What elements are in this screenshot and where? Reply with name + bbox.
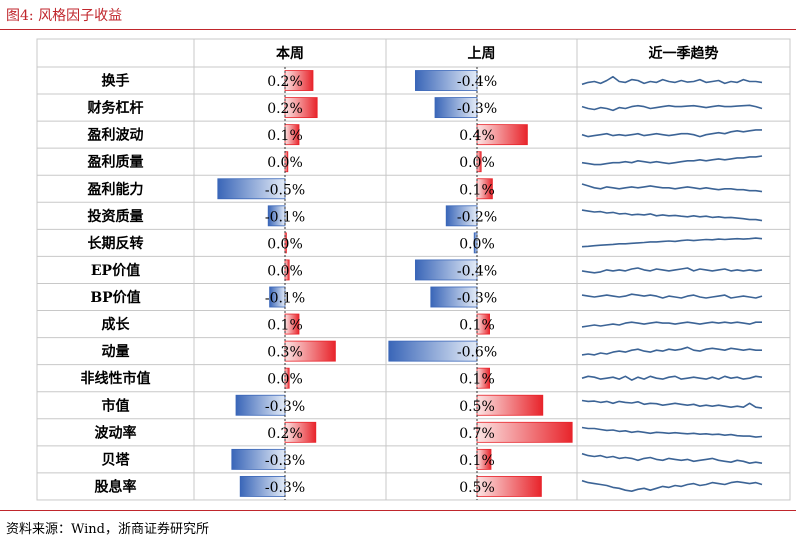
value-label-this-week: -0.3% (265, 453, 305, 469)
header-trend: 近一季趋势 (649, 45, 719, 62)
value-label-this-week: 0.0% (267, 372, 303, 388)
trend-sparkline (581, 267, 763, 274)
category-label: 换手 (102, 73, 130, 90)
value-label-last-week: 0.1% (459, 182, 495, 198)
trend-sparkline (581, 426, 763, 438)
trend-sparkline (581, 183, 763, 193)
trend-sparkline (581, 479, 763, 493)
trend-sparkline (581, 293, 763, 299)
bar-this-week (284, 367, 290, 389)
value-label-last-week: 0.5% (459, 480, 495, 496)
trend-sparkline (581, 209, 763, 222)
bar-last-week (430, 286, 478, 308)
value-label-this-week: -0.3% (265, 399, 305, 415)
source-note: 资料来源：Wind，浙商证券研究所 (6, 522, 209, 537)
header-this-week: 本周 (276, 45, 304, 62)
category-label: 财务杠杆 (87, 100, 144, 117)
value-label-last-week: -0.3% (457, 101, 497, 117)
trend-sparkline (581, 104, 763, 112)
value-label-this-week: 0.2% (267, 74, 303, 90)
value-label-this-week: 0.2% (267, 101, 303, 117)
trend-sparkline (581, 129, 762, 138)
value-label-this-week: 0.2% (267, 426, 303, 442)
figure-title: 图4: 风格因子收益 (6, 8, 123, 24)
value-label-last-week: 0.1% (459, 318, 495, 334)
bar-this-week (235, 394, 286, 416)
bar-last-week (414, 259, 478, 281)
bottom-rule (0, 510, 796, 511)
category-label: 动量 (102, 343, 130, 360)
trend-sparkline (581, 452, 763, 465)
category-label: 成长 (102, 316, 131, 333)
bar-last-week (476, 394, 544, 416)
category-label: 市值 (102, 397, 130, 414)
value-label-last-week: 0.0% (459, 236, 495, 252)
trend-sparkline (581, 75, 763, 86)
trend-sparkline (581, 375, 763, 381)
bar-this-week (269, 286, 286, 308)
category-label: 贝塔 (102, 451, 131, 468)
value-label-last-week: -0.3% (457, 291, 497, 307)
value-label-last-week: 0.7% (459, 426, 495, 442)
category-label: 波动率 (95, 424, 137, 441)
trend-sparkline (581, 237, 763, 248)
category-label: 长期反转 (88, 235, 144, 252)
bar-this-week (284, 124, 300, 146)
bar-last-week (473, 232, 478, 254)
bar-last-week (476, 124, 528, 146)
value-label-this-week: -0.3% (265, 480, 305, 496)
category-label: 盈利波动 (87, 127, 144, 144)
value-label-this-week: -0.5% (265, 182, 305, 198)
value-label-this-week: -0.1% (265, 209, 305, 225)
table-border (36, 38, 791, 501)
bar-last-week (476, 367, 491, 389)
value-label-last-week: 0.0% (459, 155, 495, 171)
value-label-last-week: -0.6% (457, 345, 497, 361)
bar-last-week (476, 475, 542, 497)
category-label: BP价值 (90, 289, 140, 306)
value-label-this-week: 0.3% (267, 345, 303, 361)
value-label-this-week: 0.0% (267, 155, 303, 171)
category-label: 盈利能力 (87, 181, 144, 198)
value-label-this-week: 0.1% (267, 128, 303, 144)
value-label-last-week: 0.1% (459, 372, 495, 388)
bar-this-week (239, 475, 286, 497)
value-label-this-week: -0.1% (265, 291, 305, 307)
value-label-this-week: 0.0% (267, 236, 303, 252)
trend-sparkline (581, 399, 763, 409)
header-last-week: 上周 (468, 46, 496, 62)
value-label-this-week: 0.1% (267, 318, 303, 334)
value-label-this-week: 0.0% (267, 263, 303, 279)
category-label: 非线性市值 (81, 370, 151, 387)
bar-this-week (284, 259, 290, 281)
value-label-last-week: -0.4% (457, 263, 497, 279)
bar-this-week (284, 151, 289, 173)
category-label: 股息率 (95, 478, 137, 495)
category-label: EP价值 (91, 262, 140, 279)
trend-sparkline (581, 346, 762, 356)
title-rule (0, 29, 796, 30)
category-label: 盈利质量 (87, 154, 144, 171)
value-label-last-week: 0.4% (459, 128, 495, 144)
trend-sparkline (581, 155, 763, 166)
trend-sparkline (581, 321, 762, 328)
bar-last-week (476, 151, 482, 173)
value-label-last-week: 0.5% (459, 399, 495, 415)
bar-this-week (284, 232, 287, 254)
category-label: 投资质量 (88, 208, 144, 225)
value-label-last-week: -0.2% (457, 209, 497, 225)
value-label-last-week: 0.1% (459, 453, 495, 469)
value-label-last-week: -0.4% (457, 74, 497, 90)
